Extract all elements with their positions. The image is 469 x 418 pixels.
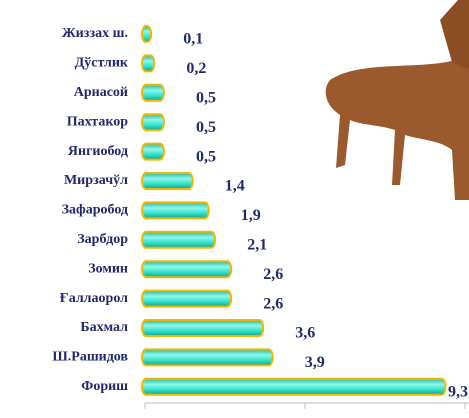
category-label: Арнасой xyxy=(74,85,128,100)
value-label: 0,1 xyxy=(183,31,203,48)
category-label: Бахмал xyxy=(80,320,128,335)
bar xyxy=(141,289,233,308)
category-label: Мирзачўл xyxy=(64,173,128,188)
bar xyxy=(141,54,156,73)
horse-picture xyxy=(325,0,469,200)
value-label: 1,4 xyxy=(225,178,245,195)
value-label: 2,6 xyxy=(263,266,283,283)
bar xyxy=(141,201,210,220)
bar xyxy=(141,348,274,367)
category-label: Ғаллаорол xyxy=(60,291,128,306)
bar xyxy=(141,25,153,43)
category-label: Зомин xyxy=(88,261,128,276)
value-label: 2,6 xyxy=(263,295,283,312)
bar xyxy=(141,113,165,132)
value-label: 0,2 xyxy=(186,60,206,77)
category-label: Зарбдор xyxy=(77,232,128,247)
category-label: Жиззах ш. xyxy=(62,26,128,41)
bar xyxy=(141,230,217,249)
value-label: 3,6 xyxy=(295,325,315,342)
value-label: 0,5 xyxy=(196,119,216,136)
value-label: 3,9 xyxy=(305,354,325,371)
category-label: Ш.Рашидов xyxy=(52,350,128,365)
value-label: 1,9 xyxy=(241,207,261,224)
value-label: 9,3 xyxy=(448,383,468,400)
bar xyxy=(141,142,165,161)
value-label: 0,5 xyxy=(196,148,216,165)
category-label: Фориш xyxy=(81,379,128,394)
bar xyxy=(141,377,447,396)
bar xyxy=(141,319,265,337)
category-label: Пахтакор xyxy=(67,114,128,129)
category-label: Зафаробод xyxy=(62,203,128,218)
category-label: Дўстлик xyxy=(75,56,129,71)
bar xyxy=(141,83,165,102)
category-label: Янгиобод xyxy=(68,144,128,159)
value-label: 2,1 xyxy=(247,236,267,253)
value-label: 0,5 xyxy=(196,89,216,106)
bar xyxy=(141,172,194,190)
bar xyxy=(141,260,233,279)
